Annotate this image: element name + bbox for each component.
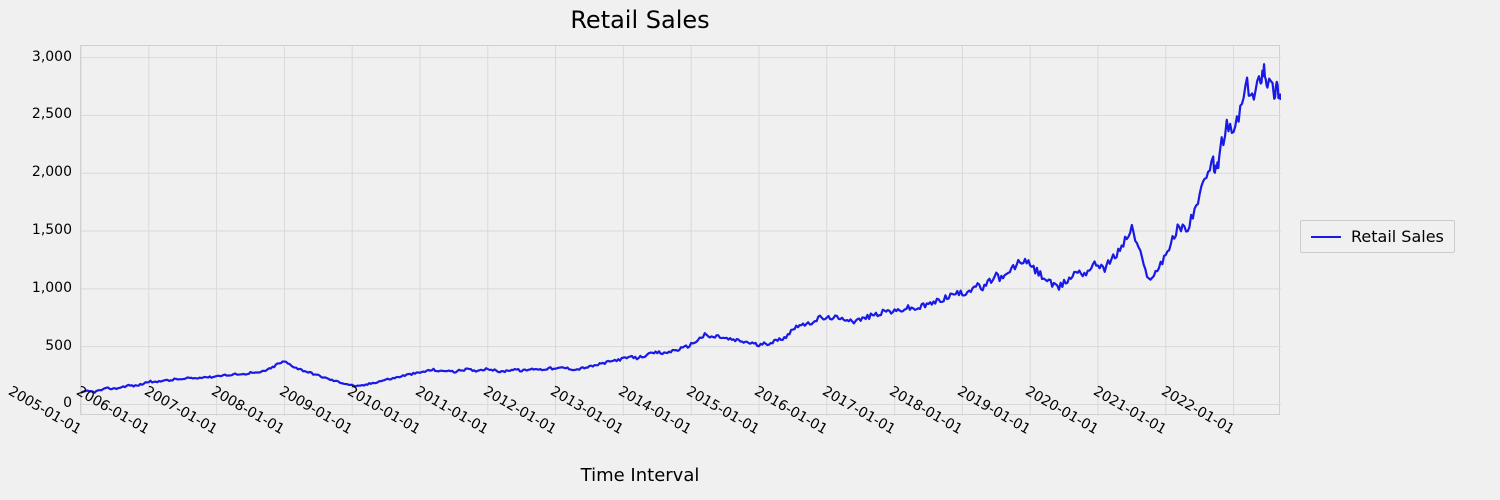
- series-line: [81, 64, 1281, 393]
- plot-svg: [81, 46, 1281, 416]
- legend: Retail Sales: [1300, 220, 1455, 253]
- x-axis-label: Time Interval: [0, 465, 1280, 486]
- legend-label: Retail Sales: [1351, 227, 1444, 246]
- ytick-label: 3,000: [2, 49, 72, 65]
- ytick-label: 2,500: [2, 106, 72, 122]
- legend-line-icon: [1311, 236, 1341, 238]
- chart-title: Retail Sales: [0, 6, 1280, 34]
- ytick-label: 2,000: [2, 164, 72, 180]
- ytick-label: 500: [2, 338, 72, 354]
- figure: Retail Sales 05001,0001,5002,0002,5003,0…: [0, 0, 1500, 500]
- plot-area: [80, 45, 1280, 415]
- ytick-label: 1,000: [2, 280, 72, 296]
- ytick-label: 1,500: [2, 222, 72, 238]
